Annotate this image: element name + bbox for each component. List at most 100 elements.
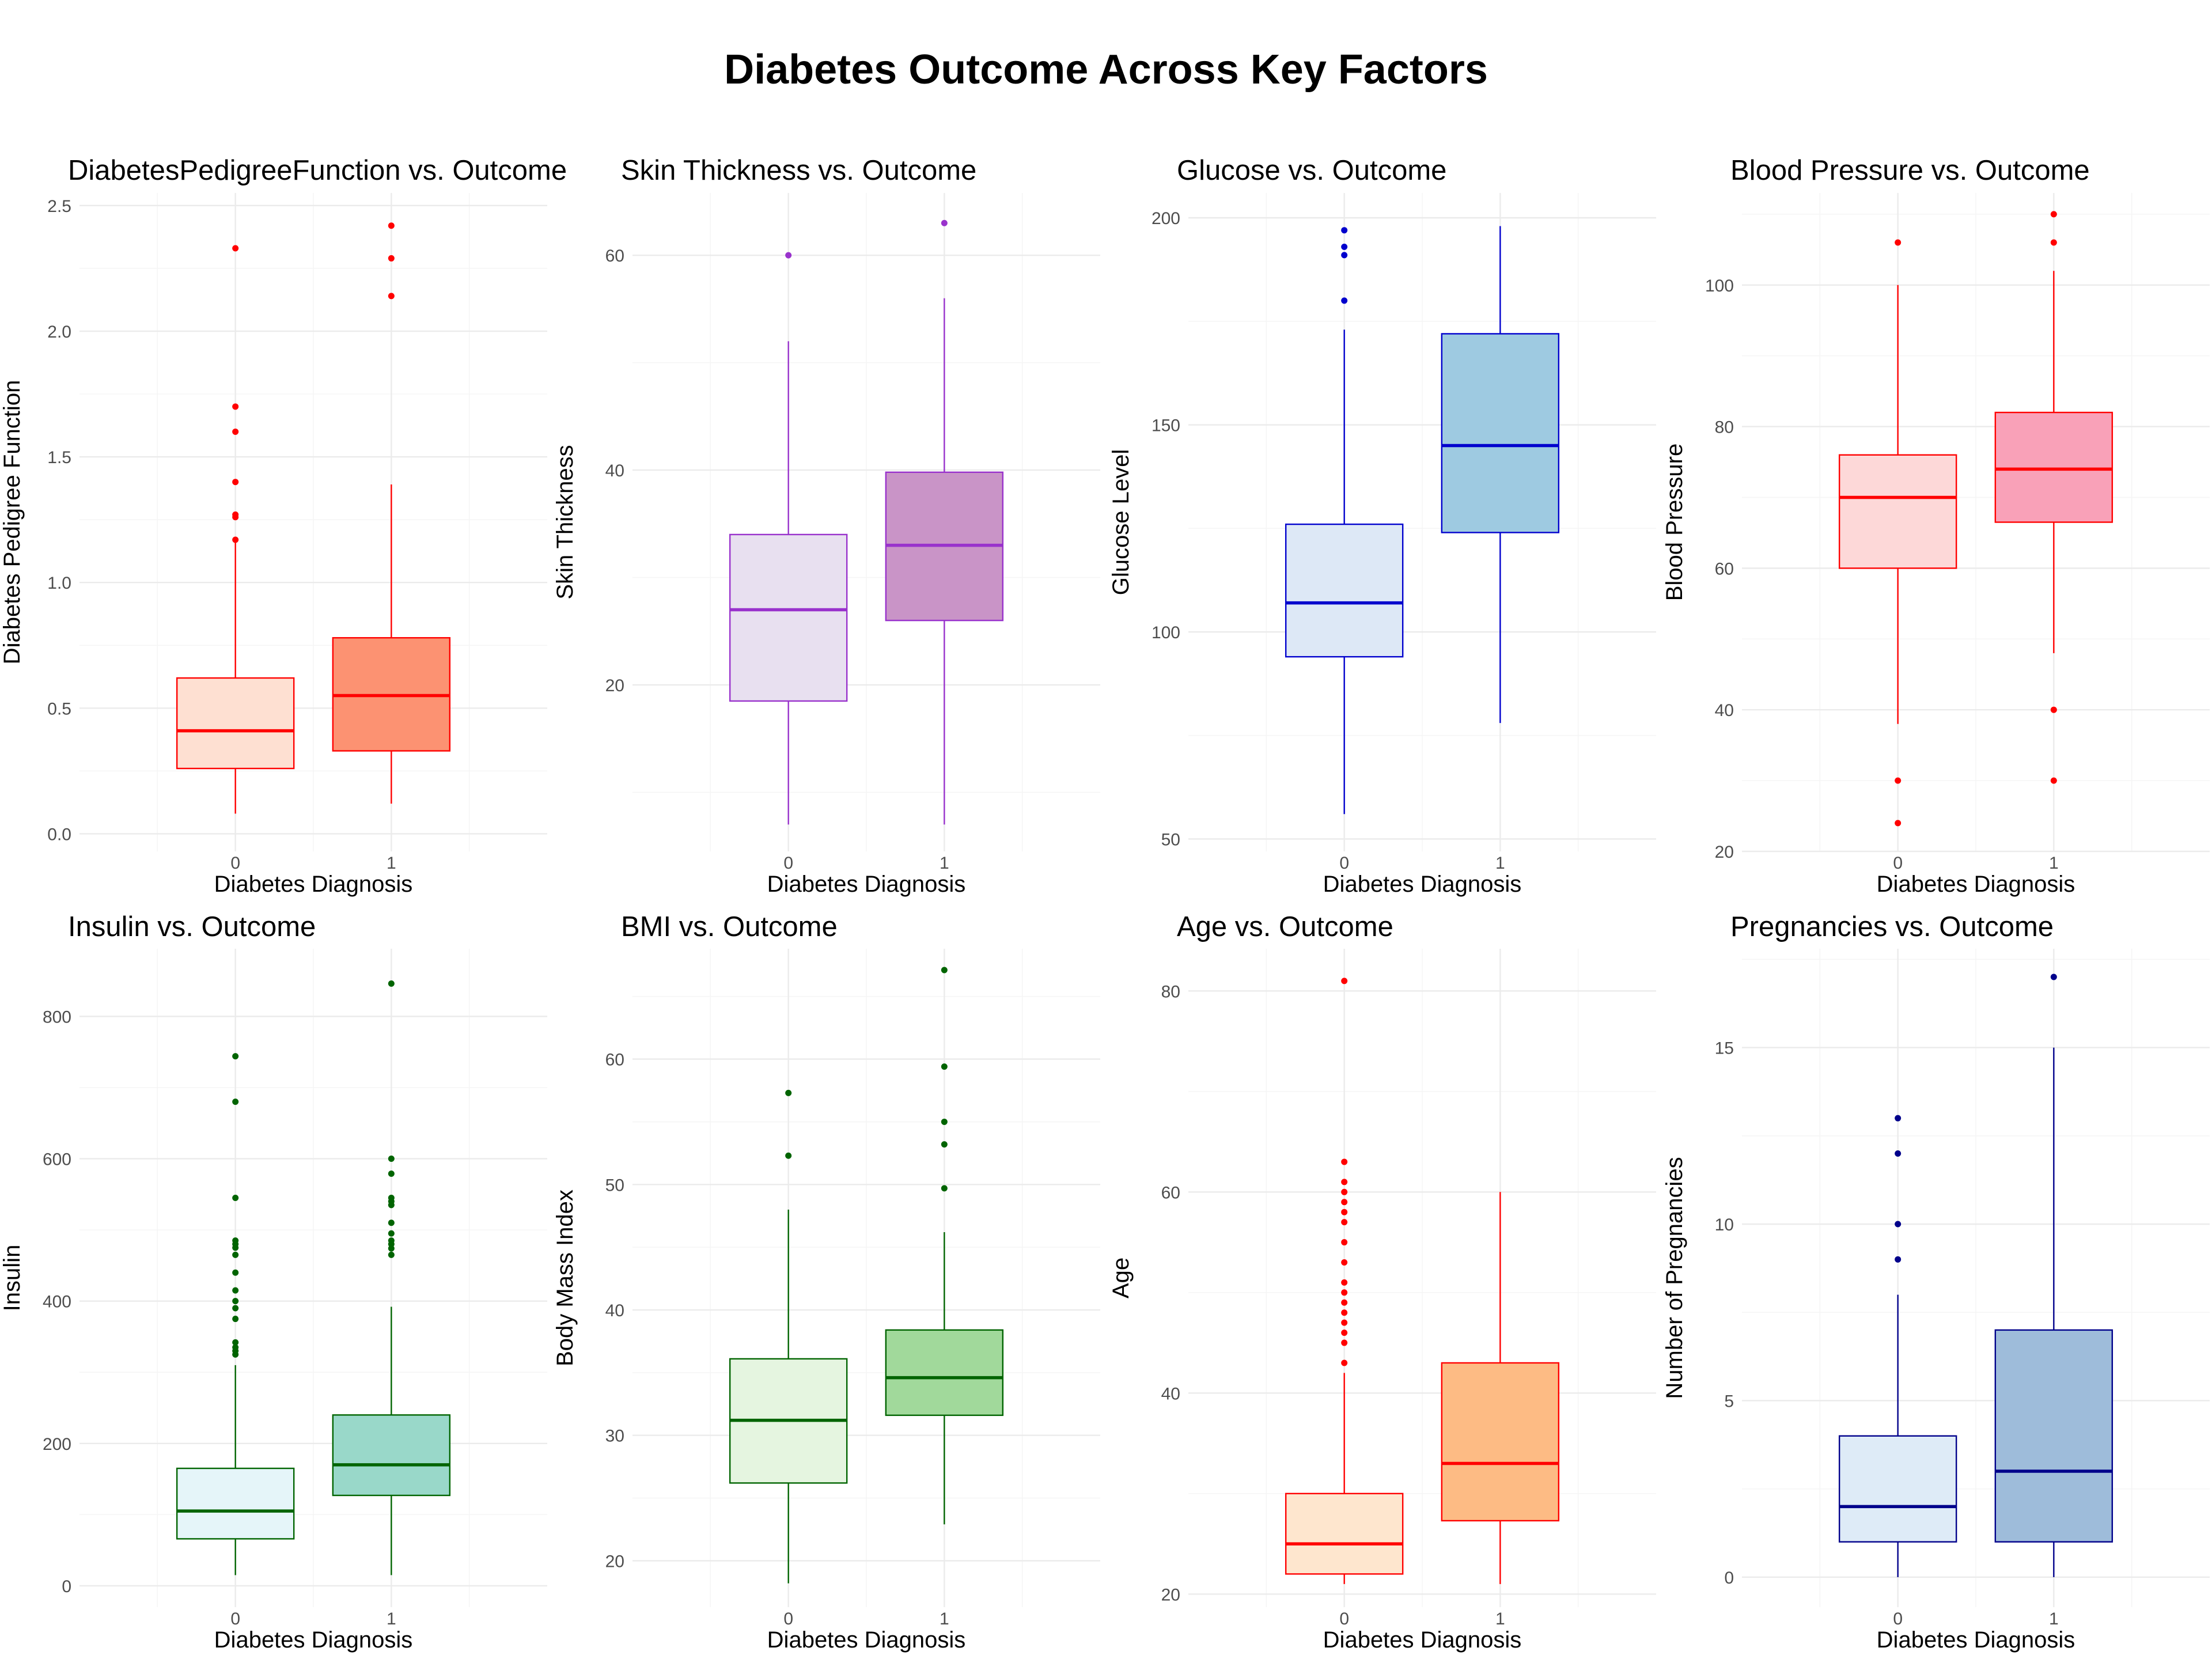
iqr-box: [885, 1329, 1004, 1416]
outlier-point: [232, 1269, 239, 1276]
x-tick-label: 0: [1893, 854, 1903, 873]
main-title: Diabetes Outcome Across Key Factors: [724, 47, 1488, 93]
y-axis-label: Body Mass Index: [552, 1190, 578, 1366]
y-tick-label: 0: [1724, 1569, 1734, 1588]
outlier-point: [941, 967, 948, 974]
box-1: [332, 222, 451, 804]
outlier-point: [232, 428, 239, 435]
outlier-point: [388, 222, 395, 229]
iqr-box: [176, 677, 295, 770]
panel-6: 20 30 40 50 60 0 1 BMI vs. Outcome Diabetes Diag…: [552, 911, 1100, 1653]
outlier-point: [1341, 1239, 1348, 1246]
outlier-point: [1341, 1259, 1348, 1266]
y-axis-label: Diabetes Pedigree Function: [0, 380, 25, 665]
y-tick-label: 80: [1715, 418, 1734, 437]
y-tick-label: 50: [605, 1176, 624, 1195]
outlier-point: [388, 255, 395, 262]
outlier-point: [232, 1053, 239, 1060]
y-tick-label: 20: [1161, 1585, 1180, 1604]
outlier-point: [232, 245, 239, 252]
y-tick-label: 50: [1161, 830, 1180, 849]
box-1: [885, 219, 1004, 825]
x-tick-label: 0: [1339, 1609, 1349, 1628]
panel-title: Blood Pressure vs. Outcome: [1730, 155, 2090, 186]
x-axis-label: Diabetes Diagnosis: [767, 1627, 966, 1653]
box-1: [1441, 226, 1560, 724]
y-tick-label: 20: [1715, 843, 1734, 862]
y-tick-label: 40: [1161, 1384, 1180, 1403]
outlier-point: [1895, 1150, 1902, 1157]
panel-4: 20 40 60 80 100 0 1 Blood Pressure vs. Outcome D…: [1662, 155, 2210, 897]
x-axis-label: Diabetes Diagnosis: [1323, 872, 1522, 897]
box-0: [1838, 239, 1957, 827]
outlier-point: [388, 1194, 395, 1201]
y-tick-label: 800: [43, 1007, 71, 1027]
x-tick-label: 0: [783, 854, 793, 873]
y-axis-label: Glucose Level: [1108, 449, 1134, 595]
outlier-point: [232, 403, 239, 410]
outlier-point: [941, 1063, 948, 1070]
outlier-point: [785, 1089, 792, 1096]
x-tick-label: 1: [2049, 854, 2059, 873]
x-tick-label: 1: [387, 1609, 396, 1628]
outlier-point: [232, 511, 239, 518]
y-tick-label: 2.5: [47, 197, 71, 216]
y-tick-label: 100: [1705, 276, 1734, 296]
outlier-point: [1895, 1115, 1902, 1122]
outlier-point: [1341, 1158, 1348, 1165]
outlier-point: [232, 1287, 239, 1294]
outlier-point: [1341, 1199, 1348, 1206]
iqr-box: [1285, 523, 1404, 658]
outlier-point: [2050, 239, 2057, 246]
y-tick-label: 150: [1152, 416, 1180, 435]
box-0: [729, 252, 848, 825]
x-tick-label: 1: [940, 854, 949, 873]
outlier-point: [1895, 1256, 1902, 1263]
x-axis-label: Diabetes Diagnosis: [214, 1627, 413, 1653]
outlier-point: [232, 1099, 239, 1105]
outlier-point: [388, 1156, 395, 1162]
x-axis-label: Diabetes Diagnosis: [767, 872, 966, 897]
x-tick-label: 0: [230, 1609, 240, 1628]
outlier-point: [941, 1141, 948, 1148]
outlier-point: [388, 1237, 395, 1244]
box-0: [1285, 227, 1404, 815]
y-tick-label: 0.5: [47, 699, 71, 718]
outlier-point: [232, 1237, 239, 1244]
x-tick-label: 1: [387, 854, 396, 873]
y-tick-label: 30: [605, 1427, 624, 1446]
y-tick-label: 60: [1161, 1183, 1180, 1202]
outlier-point: [785, 252, 792, 259]
panel-title: Insulin vs. Outcome: [68, 911, 316, 942]
outlier-point: [1341, 978, 1348, 984]
outlier-point: [1341, 1359, 1348, 1366]
y-tick-label: 20: [605, 676, 624, 695]
outlier-point: [1895, 1221, 1902, 1228]
x-tick-label: 1: [2049, 1609, 2059, 1628]
panel-title: Skin Thickness vs. Outcome: [621, 155, 976, 186]
panel-title: DiabetesPedigreeFunction vs. Outcome: [68, 155, 567, 186]
panel-title: Glucose vs. Outcome: [1177, 155, 1446, 186]
outlier-point: [941, 1185, 948, 1192]
y-axis-label: Skin Thickness: [552, 445, 578, 599]
iqr-box: [1994, 1329, 2113, 1543]
outlier-point: [1341, 1188, 1348, 1195]
x-tick-label: 0: [1339, 854, 1349, 873]
y-tick-label: 600: [43, 1150, 71, 1169]
y-tick-label: 60: [605, 1051, 624, 1070]
y-tick-label: 15: [1715, 1039, 1734, 1058]
y-tick-label: 1.0: [47, 574, 71, 593]
y-tick-label: 40: [1715, 701, 1734, 720]
outlier-point: [232, 1298, 239, 1305]
x-tick-label: 1: [1495, 854, 1505, 873]
outlier-point: [232, 536, 239, 543]
y-axis-label: Number of Pregnancies: [1662, 1157, 1687, 1399]
y-tick-label: 0: [62, 1577, 71, 1596]
panel-title: Age vs. Outcome: [1177, 911, 1393, 942]
box-1: [1994, 974, 2113, 1577]
iqr-box: [1838, 1435, 1957, 1543]
outlier-point: [232, 1344, 239, 1351]
panel-1: 0.0 0.5 1.0 1.5 2.0 2.5 0 1 DiabetesPedigreeFunc…: [0, 155, 567, 897]
